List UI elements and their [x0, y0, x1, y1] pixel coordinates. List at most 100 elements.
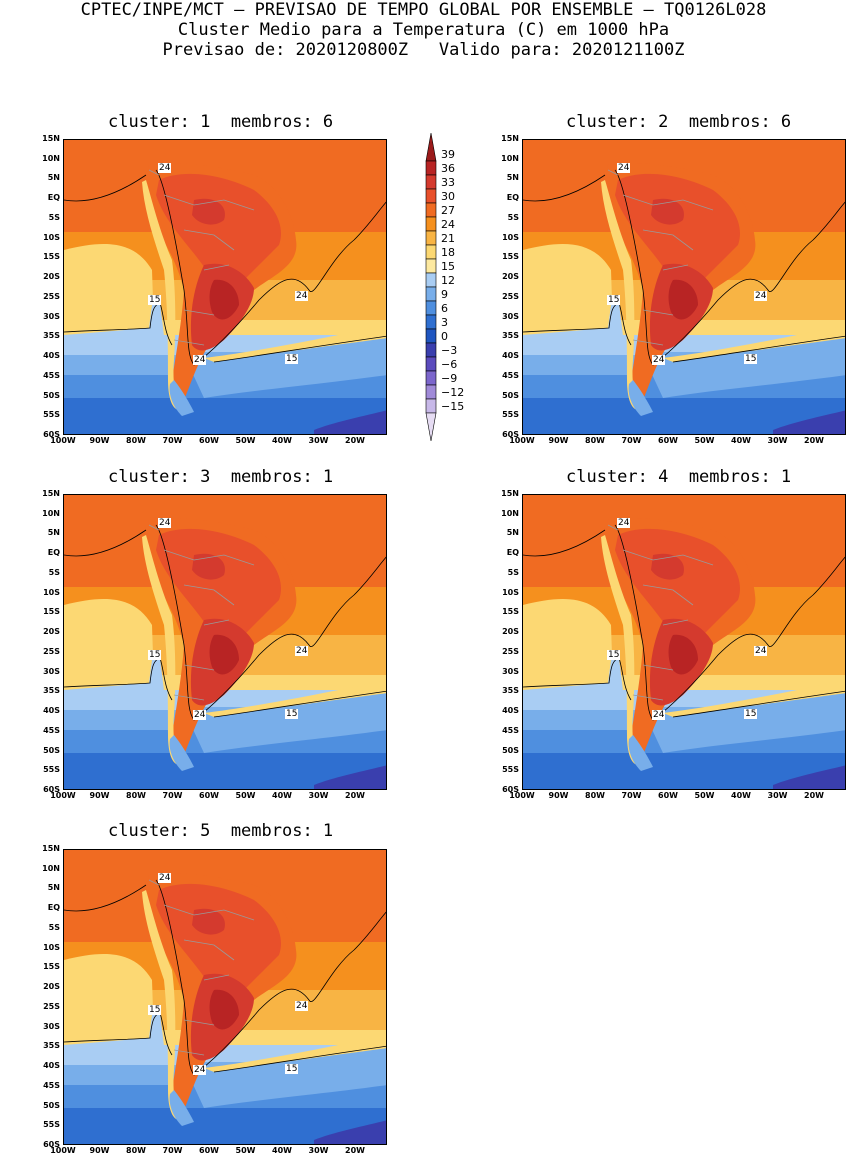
- colorbar-segment: [425, 328, 437, 344]
- colorbar-label: 33: [441, 176, 455, 189]
- contour-24: [64, 169, 386, 366]
- latitude-tick-label: 10S: [502, 232, 519, 242]
- colorbar-segment: [425, 300, 437, 316]
- contour-label: 24: [295, 646, 309, 656]
- latitude-tick-label: EQ: [47, 548, 60, 558]
- amazon-core: [192, 198, 225, 225]
- colorbar-segment: [425, 174, 437, 190]
- contour-24: [64, 879, 386, 1076]
- latitude-tick-label: 10S: [43, 587, 60, 597]
- andes-cool-strip: [601, 180, 641, 411]
- south-atlantic-cool: [184, 690, 386, 753]
- colorbar-label: 21: [441, 232, 455, 245]
- longitude-tick-label: 70W: [621, 791, 642, 800]
- hottest-core: [668, 279, 698, 320]
- andes-cool-strip: [142, 535, 182, 766]
- latitude-tick-label: 15S: [43, 962, 60, 972]
- south-atlantic-mild: [204, 325, 386, 362]
- cluster-map-panel: 24 15 24 24 15 15N 10N 5N EQ 5S 10S 15S 20S 25S 30S 35S…: [501, 489, 846, 800]
- contour-label: 15: [285, 1064, 299, 1074]
- longitude-tick-label: 70W: [162, 436, 183, 445]
- south-atlantic-cool: [643, 690, 845, 753]
- longitude-tick-label: 20W: [345, 1146, 365, 1155]
- longitude-tick-label: 40W: [272, 1146, 292, 1155]
- latitude-tick-label: 55S: [43, 1120, 60, 1130]
- contour-label: 24: [158, 163, 172, 173]
- colorbar-segment: [425, 272, 437, 288]
- colorbar-segment: [425, 370, 437, 386]
- latitude-tick-label: 60S: [43, 430, 60, 439]
- contour-label: 24: [158, 873, 172, 883]
- country-borders: [148, 879, 255, 1056]
- header-line-2: Cluster Medio para a Temperatura (C) em …: [177, 20, 670, 40]
- amazon-core: [651, 553, 684, 580]
- latitude-tick-label: 25S: [502, 291, 519, 301]
- map-frame: [63, 849, 387, 1145]
- colorbar-label: 15: [441, 260, 455, 273]
- latitude-tick-label: 35S: [43, 1041, 60, 1051]
- colorbar-segment: [425, 188, 437, 204]
- longitude-tick-label: 60W: [199, 1146, 219, 1155]
- latitude-tick-label: 15S: [43, 607, 60, 617]
- latitude-tick-label: 10N: [501, 153, 519, 163]
- latitude-tick-label: 10N: [501, 508, 519, 518]
- longitude-tick-label: 50W: [694, 436, 715, 445]
- pacific-cool-area: [64, 599, 154, 690]
- colorbar-label: 9: [441, 288, 448, 301]
- header-line-1: CPTEC/INPE/MCT – PREVISAO DE TEMPO GLOBA…: [80, 0, 767, 20]
- longitude-tick-label: 40W: [272, 436, 292, 445]
- latitude-tick-label: 35S: [43, 331, 60, 341]
- contour-15: [64, 657, 386, 718]
- andes-cool-strip: [142, 890, 182, 1121]
- cluster-map-panel: 24 15 24 24 15 15N 10N 5N EQ 5S 10S 15S 20S 25S 30S 35S…: [42, 844, 387, 1155]
- contour-15: [523, 657, 845, 718]
- country-borders: [148, 169, 255, 346]
- longitude-tick-label: 50W: [694, 791, 715, 800]
- latitude-tick-label: 10S: [502, 587, 519, 597]
- south-atlantic-mild: [663, 325, 845, 362]
- colorbar-segment: [425, 258, 437, 274]
- patagonia: [169, 380, 194, 416]
- longitude-tick-label: 30W: [767, 791, 788, 800]
- colorbar-label: −12: [441, 386, 465, 399]
- south-atlantic-mild: [663, 680, 845, 717]
- pacific-cold-area: [523, 303, 643, 355]
- longitude-tick-label: 20W: [345, 436, 365, 445]
- panel-title: cluster: 1 membros: 6: [108, 112, 334, 132]
- contour-15: [523, 302, 845, 363]
- latitude-tick-label: 60S: [43, 1140, 60, 1149]
- latitude-tick-label: 30S: [43, 311, 60, 321]
- colorbar-label: −9: [441, 372, 458, 385]
- hottest-core: [209, 279, 239, 320]
- hottest-core: [668, 634, 698, 675]
- contour-24: [64, 524, 386, 721]
- patagonia: [169, 735, 194, 771]
- map-frame: [522, 494, 846, 790]
- colorbar-segment: [425, 286, 437, 302]
- contour-label: 15: [148, 295, 162, 305]
- contour-label: 15: [148, 1005, 162, 1015]
- contour-15: [64, 302, 386, 363]
- panel-title: cluster: 4 membros: 1: [566, 467, 792, 487]
- cluster-map-panel: 24 15 24 24 15 15N 10N 5N EQ 5S 10S 15S 20S 25S 30S 35S…: [42, 134, 387, 445]
- contour-label: 24: [295, 291, 309, 301]
- latitude-tick-label: 5N: [506, 173, 519, 183]
- cold-pool: [773, 410, 845, 434]
- latitude-tick-label: EQ: [506, 193, 519, 203]
- patagonia: [169, 1090, 194, 1126]
- latitude-tick-label: 55S: [502, 765, 519, 775]
- longitude-tick-label: 20W: [345, 791, 365, 800]
- latitude-tick-label: 45S: [43, 370, 60, 380]
- longitude-tick-label: 40W: [731, 436, 751, 445]
- colorbar-label: 30: [441, 190, 455, 203]
- country-borders: [607, 169, 714, 346]
- latitude-tick-label: 30S: [43, 666, 60, 676]
- latitude-tick-label: 50S: [502, 390, 519, 400]
- longitude-tick-label: 30W: [308, 1146, 329, 1155]
- latitude-tick-label: 15S: [502, 252, 519, 262]
- panel-title: cluster: 3 membros: 1: [108, 467, 334, 487]
- cold-pool: [314, 765, 386, 789]
- colorbar-label: 0: [441, 330, 448, 343]
- latitude-tick-label: 5S: [507, 567, 519, 577]
- latitude-tick-label: 10N: [42, 863, 60, 873]
